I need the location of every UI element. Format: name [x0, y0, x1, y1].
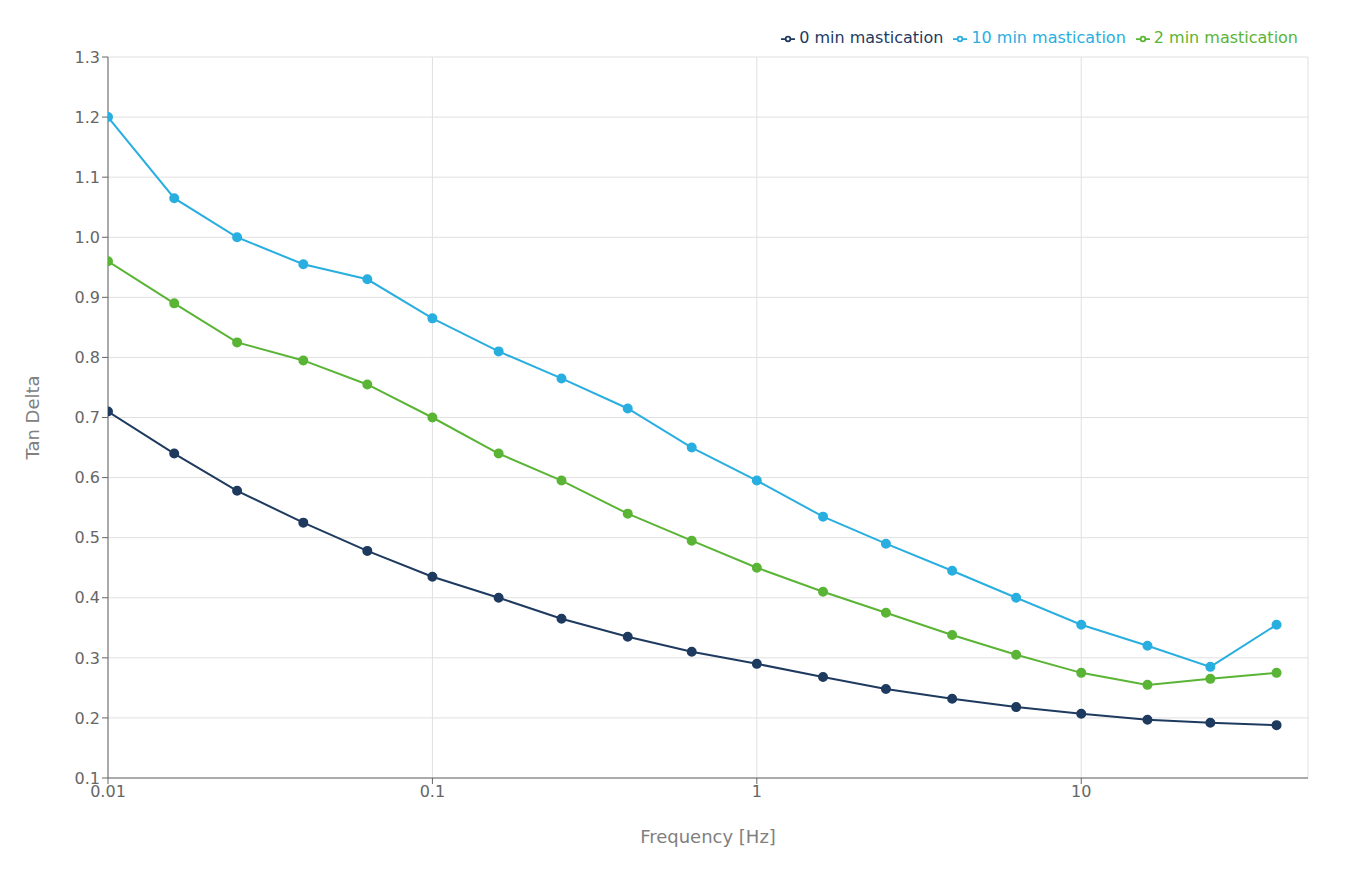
svg-text:0.1: 0.1 [75, 769, 100, 788]
svg-text:0.5: 0.5 [75, 528, 100, 547]
svg-text:0.1: 0.1 [420, 782, 445, 801]
svg-text:0.6: 0.6 [75, 468, 100, 487]
svg-text:1.3: 1.3 [75, 48, 100, 67]
svg-text:1.0: 1.0 [75, 228, 100, 247]
svg-text:Frequency [Hz]: Frequency [Hz] [640, 826, 776, 847]
html-text:10 min mastication: 10 min mastication [971, 28, 1126, 47]
svg-text:1: 1 [752, 782, 762, 801]
html-text:0 min mastication: 0 min mastication [799, 28, 944, 47]
svg-text:0.7: 0.7 [75, 408, 100, 427]
svg-text:Tan Delta: Tan Delta [22, 375, 43, 460]
svg-text:0.3: 0.3 [75, 649, 100, 668]
svg-text:10: 10 [1071, 782, 1091, 801]
svg-text:0.01: 0.01 [90, 782, 126, 802]
svg-text:0.9: 0.9 [75, 288, 100, 307]
svg-text:0.8: 0.8 [75, 348, 100, 367]
svg-text:1.2: 1.2 [75, 108, 100, 127]
svg-text:0.4: 0.4 [75, 588, 100, 607]
svg-text:0.2: 0.2 [75, 709, 100, 728]
html-text:2 min mastication: 2 min mastication [1153, 28, 1298, 47]
svg-text:1.1: 1.1 [75, 168, 100, 187]
